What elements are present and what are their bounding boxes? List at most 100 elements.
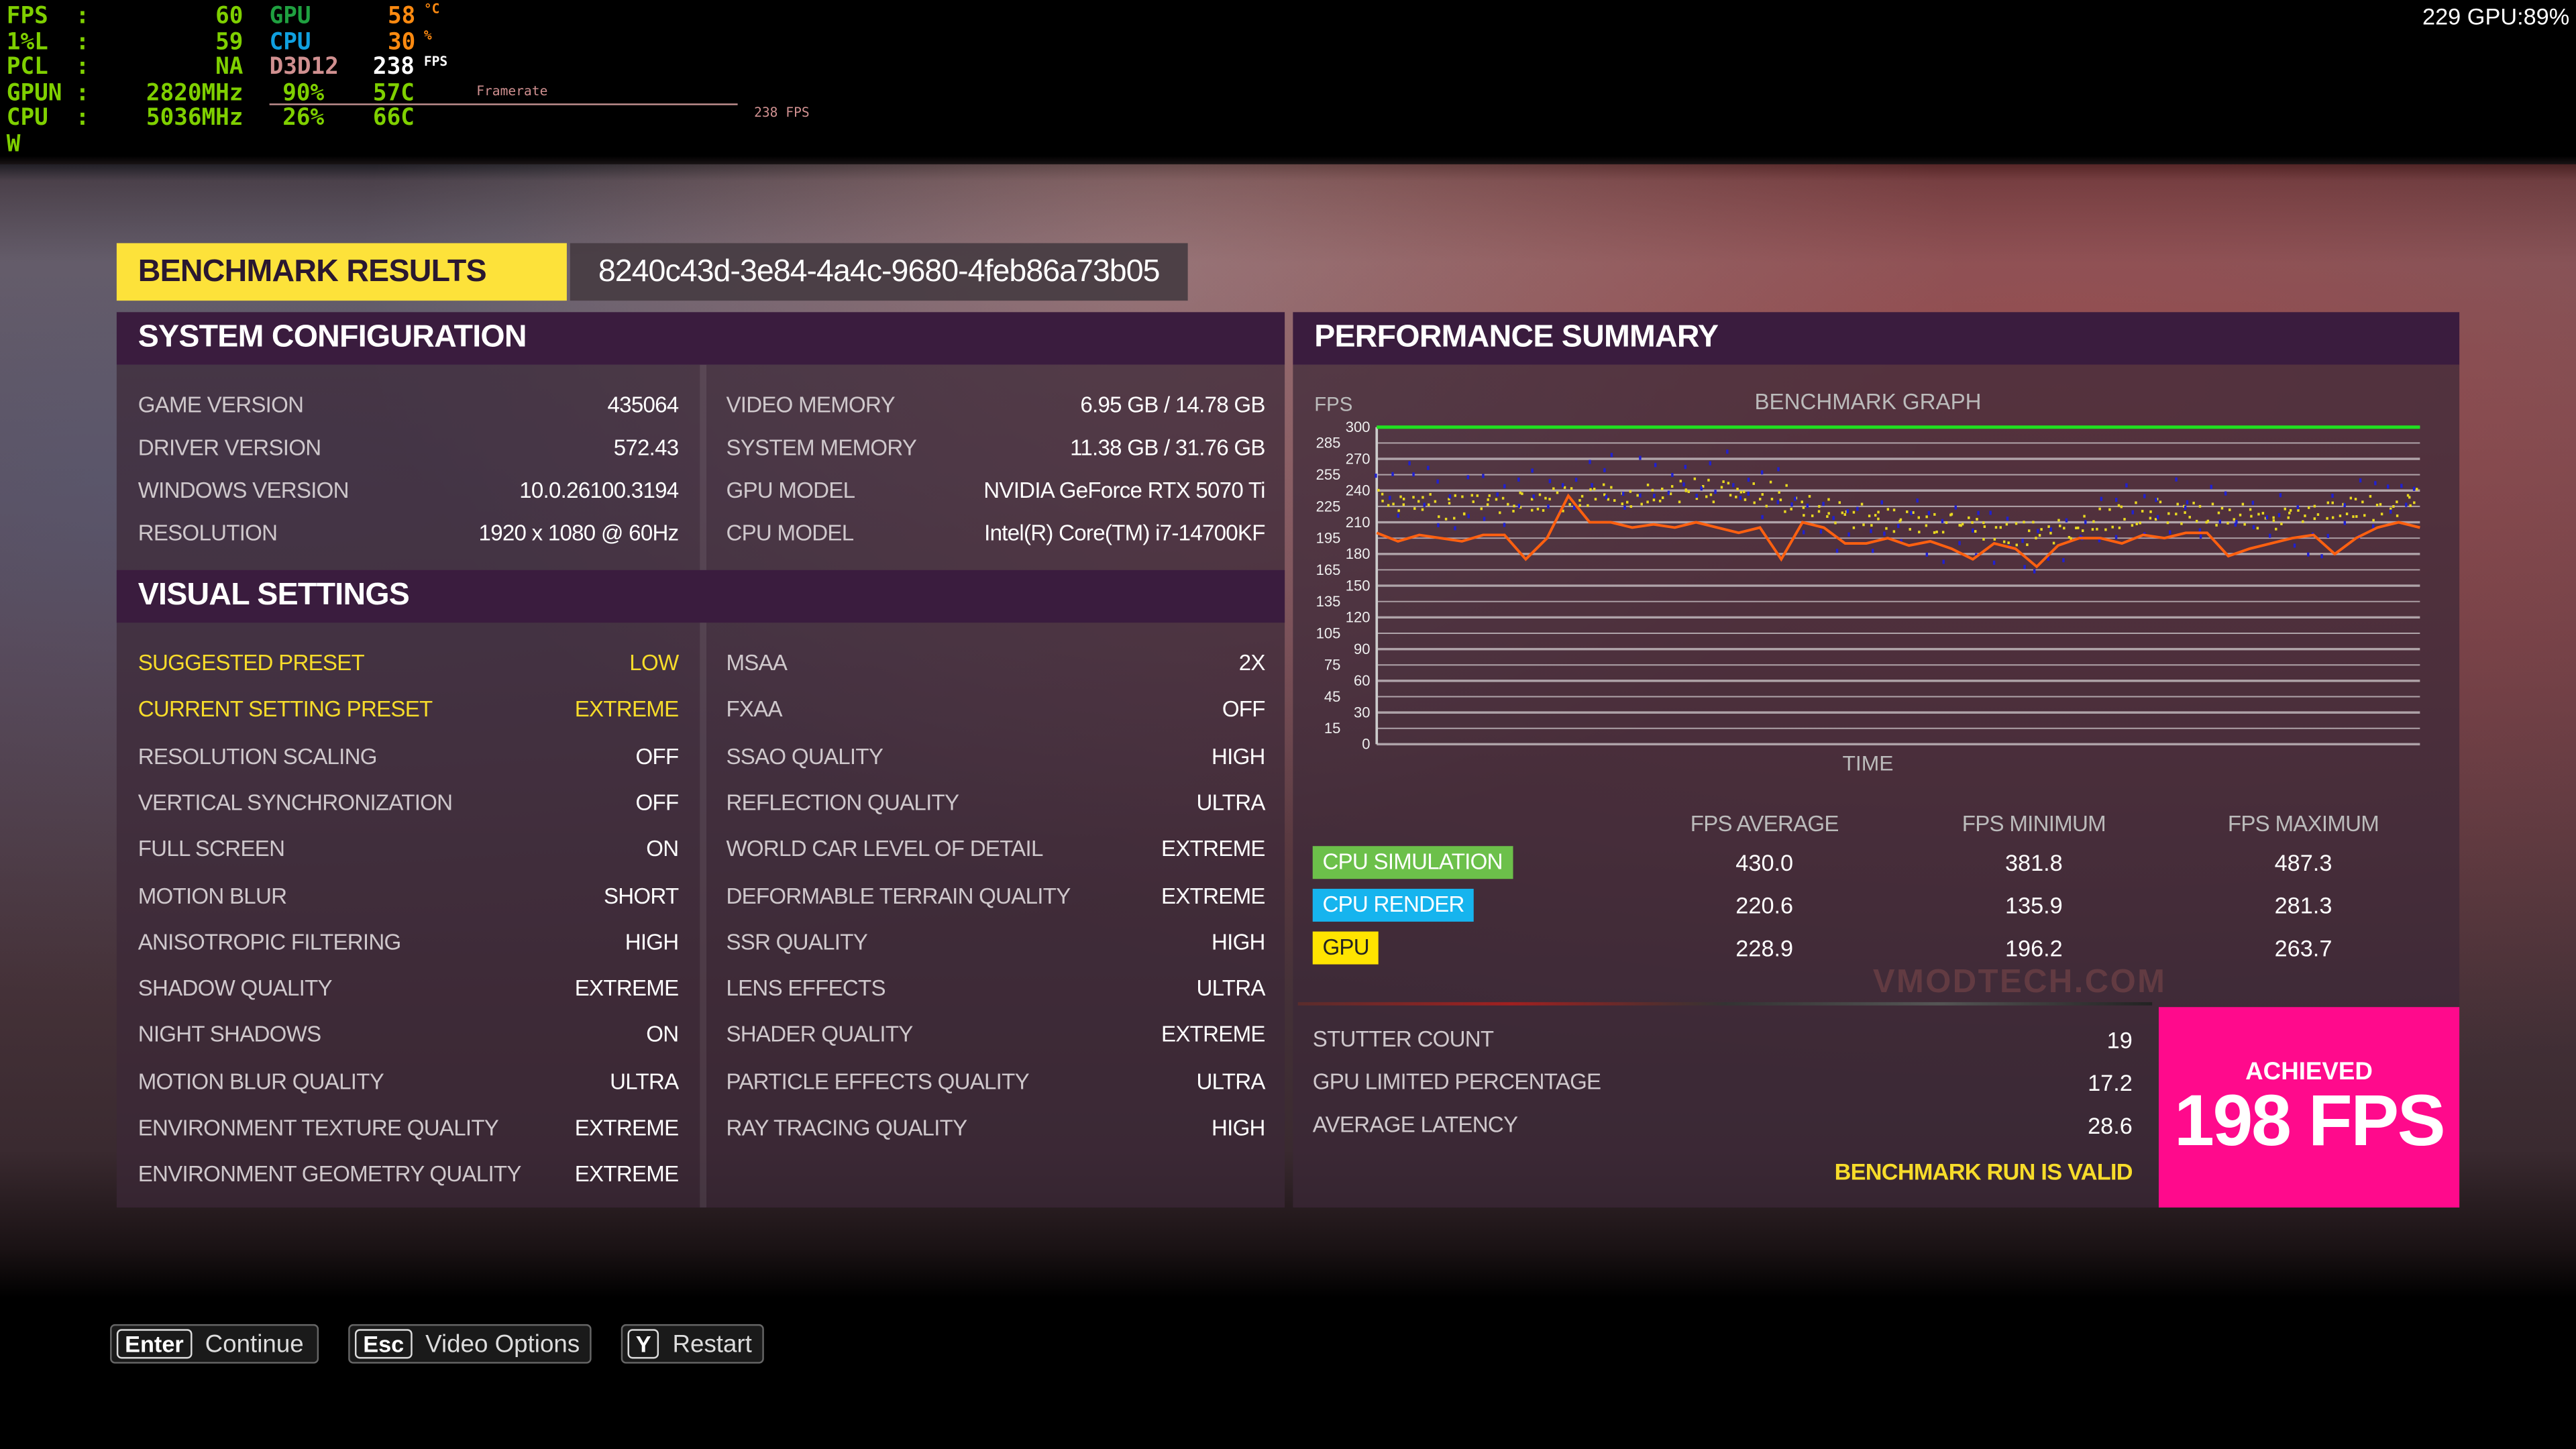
setting-label: REFLECTION QUALITY [726,790,959,815]
footer-button-continue[interactable]: Enter Continue [110,1324,319,1364]
series-point [2123,518,2126,521]
series-point [2143,494,2146,498]
series-point [1892,530,1896,533]
series-point [1942,559,1945,564]
series-point [2059,525,2061,527]
setting-row: RESOLUTION 1920 x 1080 @ 60Hz [138,521,679,545]
key-cap: Esc [354,1329,413,1359]
setting-label: DEFORMABLE TERRAIN QUALITY [726,883,1071,908]
series-badge: CPU SIMULATION [1312,846,1513,879]
series-point [1413,507,1416,511]
y-axis-label: FPS [1314,392,1353,416]
series-point [1568,502,1571,506]
series-point [1726,449,1729,454]
series-point [2326,533,2329,538]
series-point [2192,501,2195,504]
setting-value: ULTRA [1196,1069,1265,1094]
series-point [1603,468,1606,472]
series-point [1906,510,1909,513]
series-point [2166,521,2169,525]
setting-value: OFF [635,790,680,815]
series-point [1790,502,1793,507]
series-point [2063,527,2065,530]
osd-pct-unit: % [423,28,432,43]
series-point [1552,487,1555,490]
footer-button-video-options[interactable]: Esc Video Options [348,1324,592,1364]
series-point [2272,516,2275,519]
series-point [1661,487,1664,490]
series-point [1578,504,1581,507]
series-point [1760,470,1764,475]
series-point [2021,539,2024,543]
setting-label: FXAA [726,697,782,722]
series-point [1397,509,1400,513]
series-point [1417,500,1420,503]
series-point [1983,525,1986,528]
series-point [2416,488,2418,491]
series-point [2184,511,2186,515]
series-point [2052,541,2055,545]
series-point [1743,490,1746,494]
series-point [1421,508,1424,511]
osd-sep: : [75,105,90,131]
series-point [1714,490,1717,494]
series-point [2409,504,2412,507]
series-point [1538,493,1542,496]
series-point [1838,501,1841,504]
watermark-logo: VMODTECH.COM [1872,964,2167,1001]
series-point [2070,537,2072,540]
fps-value: 135.9 [2004,892,2063,918]
y-tick-label: 270 [1346,450,1371,467]
series-point [2313,504,2316,508]
series-point [1448,494,1452,499]
series-point [1482,474,1485,478]
setting-row: DRIVER VERSION 572.43 [138,435,679,460]
series-point [2405,502,2408,507]
series-point [2141,510,2144,513]
setting-value: ULTRA [1196,975,1265,1001]
series-point [1743,498,1747,501]
series-point [2033,569,2036,574]
series-point [1870,529,1872,533]
series-point [2342,502,2345,506]
series-point [1802,506,1805,509]
series-badge: CPU RENDER [1312,888,1474,922]
series-point [2396,500,2398,504]
series-point [1408,461,1411,466]
footer-button-restart[interactable]: Y Restart [621,1324,764,1364]
y-tick-label: 0 [1362,736,1370,753]
osd-label: GPUN [6,79,62,106]
series-point [1646,483,1650,486]
series-point [1678,500,1681,504]
series-point [2352,515,2355,519]
series-point [1960,524,1962,527]
setting-value: ON [646,1022,679,1047]
series-point [2265,515,2269,520]
series-point [2183,504,2186,508]
series-point [1671,472,1674,478]
setting-label: RAY TRACING QUALITY [726,1115,967,1140]
y-tick-label: 240 [1346,482,1371,499]
series-point [1562,509,1564,513]
series-point [2135,523,2138,525]
series-point [1503,484,1506,488]
series-point [2062,558,2065,563]
series-point [2210,484,2212,489]
series-point [2168,530,2171,535]
setting-label: SHADOW QUALITY [138,975,333,1001]
series-point [2239,513,2242,517]
setting-value: EXTREME [574,697,679,722]
series-point [1684,464,1687,470]
setting-label: SHADER QUALITY [726,1022,913,1047]
series-point [2233,518,2235,521]
setting-value: SHORT [603,883,679,908]
y-tick-label: 195 [1316,530,1341,547]
series-point [2369,494,2372,498]
series-point [1707,478,1710,482]
button-label: Restart [672,1330,752,1358]
series-point [1971,528,1974,533]
series-point [2028,529,2031,533]
osd-api-fps: 238 [372,54,415,81]
series-point [2235,519,2238,525]
column-header: FPS MAXIMUM [2227,811,2379,837]
